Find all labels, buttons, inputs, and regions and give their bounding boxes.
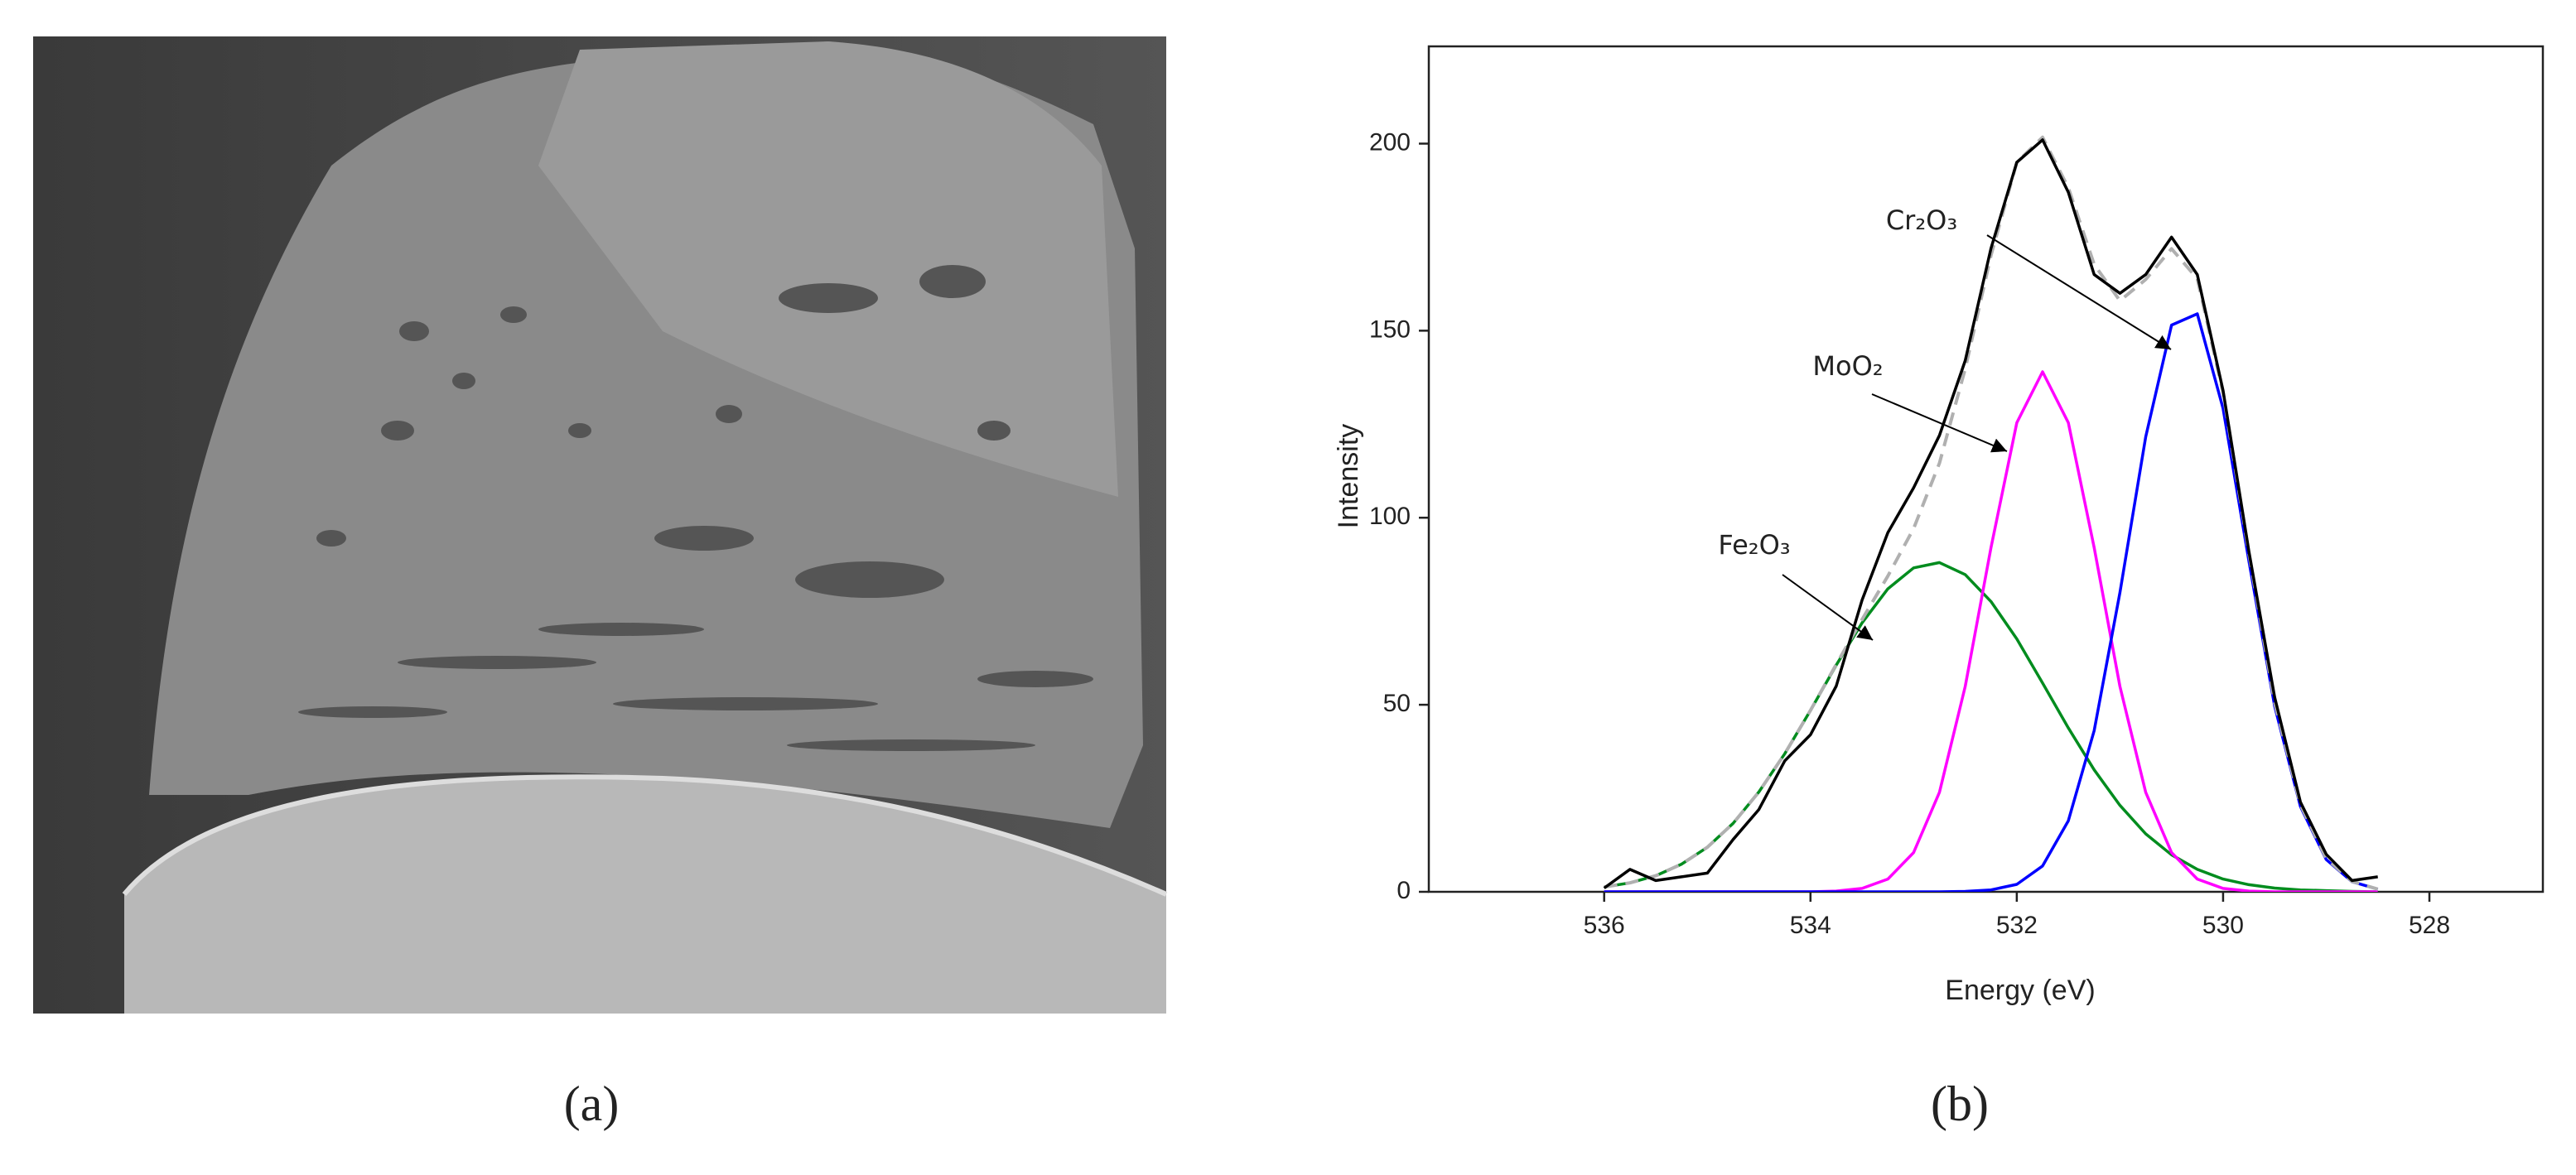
sem-micrograph <box>33 36 1168 1014</box>
annotation-arrow <box>1871 393 2008 453</box>
panel-label: (a) <box>564 1076 620 1131</box>
series-line <box>1604 135 2379 891</box>
annotation-label: Fe₂O₃ <box>1718 529 1790 561</box>
annotation-arrow <box>1986 234 2172 350</box>
y-tick-label: 150 <box>1369 315 1411 343</box>
series-line <box>1603 138 2378 889</box>
x-tick-label: 536 <box>1584 912 1625 939</box>
plot-frame <box>1427 45 2545 893</box>
annotation-label: Cr₂O₃ <box>1886 205 1957 236</box>
y-tick-label: 0 <box>1397 877 1411 904</box>
annotation-label: MoO₂ <box>1812 350 1883 382</box>
x-tick-label: 532 <box>1996 912 2038 939</box>
x-tick-label: 534 <box>1790 912 1831 939</box>
series-line <box>1604 370 2378 892</box>
y-tick-label: 100 <box>1369 503 1411 530</box>
x-axis-title: Energy (eV) <box>1945 975 2095 1006</box>
annotation-arrow <box>1782 574 1874 641</box>
panel-label: (b) <box>1931 1076 1989 1131</box>
x-tick-label: 530 <box>2202 912 2244 939</box>
y-axis-title: Intensity <box>1333 424 1364 529</box>
y-tick-label: 50 <box>1383 690 1411 717</box>
plot-lines <box>1603 135 2379 892</box>
x-tick-label: 528 <box>2409 912 2450 939</box>
series-line <box>1604 561 2378 892</box>
y-tick-label: 200 <box>1369 128 1411 156</box>
